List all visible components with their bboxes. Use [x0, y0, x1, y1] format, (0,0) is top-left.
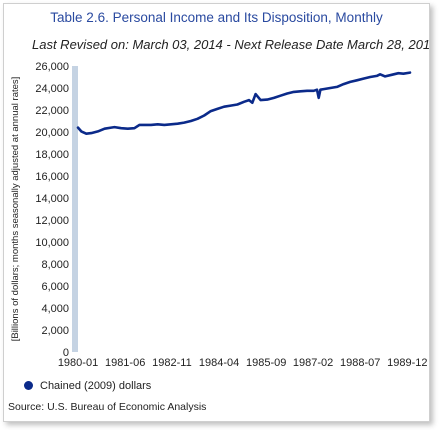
x-tick-label: 1987-02 — [293, 357, 333, 369]
y-axis-label: [Billions of dollars; months seasonally … — [10, 77, 21, 342]
series-line-chained-2009-dollars — [76, 71, 412, 135]
source-note: Source: U.S. Bureau of Economic Analysis — [8, 401, 207, 413]
x-tick-label: 1984-04 — [199, 357, 239, 369]
chart-frame: Table 2.6. Personal Income and Its Dispo… — [3, 3, 430, 422]
x-tick-label: 1982-11 — [152, 357, 192, 369]
y-tick-label: 10,000 — [35, 237, 69, 249]
y-axis-bar — [72, 66, 78, 352]
y-tick-label: 8,000 — [41, 259, 69, 271]
x-axis-ticks: 1980-01 1981-06 1982-11 1984-04 1985-09 1987-… — [58, 357, 428, 369]
y-tick-label: 22,000 — [35, 105, 69, 117]
chart-subtitle: Last Revised on: March 03, 2014 - Next R… — [32, 37, 430, 52]
legend-label: Chained (2009) dollars — [40, 380, 152, 392]
x-tick-label: 1980-01 — [58, 357, 98, 369]
y-tick-label: 6,000 — [41, 281, 69, 293]
y-tick-label: 2,000 — [41, 325, 69, 337]
x-tick-label: 1985-09 — [246, 357, 286, 369]
y-tick-label: 24,000 — [35, 83, 69, 95]
y-axis-ticks: 0 2,000 4,000 6,000 8,000 10,000 12,000 14,000 1… — [35, 61, 69, 359]
y-tick-label: 14,000 — [35, 193, 69, 205]
legend: Chained (2009) dollars — [24, 380, 151, 392]
x-tick-label: 1989-12 — [387, 357, 427, 369]
y-tick-label: 0 — [63, 347, 69, 359]
chart-title: Table 2.6. Personal Income and Its Dispo… — [50, 10, 383, 25]
y-tick-label: 18,000 — [35, 149, 69, 161]
x-tick-label: 1981-06 — [105, 357, 145, 369]
y-tick-label: 16,000 — [35, 171, 69, 183]
y-tick-label: 4,000 — [41, 303, 69, 315]
line-chart: [Billions of dollars; months seasonally … — [10, 61, 428, 369]
y-tick-label: 20,000 — [35, 127, 69, 139]
y-tick-label: 26,000 — [35, 61, 69, 73]
x-tick-label: 1988-07 — [340, 357, 380, 369]
legend-marker-icon — [24, 381, 33, 390]
y-tick-label: 12,000 — [35, 215, 69, 227]
